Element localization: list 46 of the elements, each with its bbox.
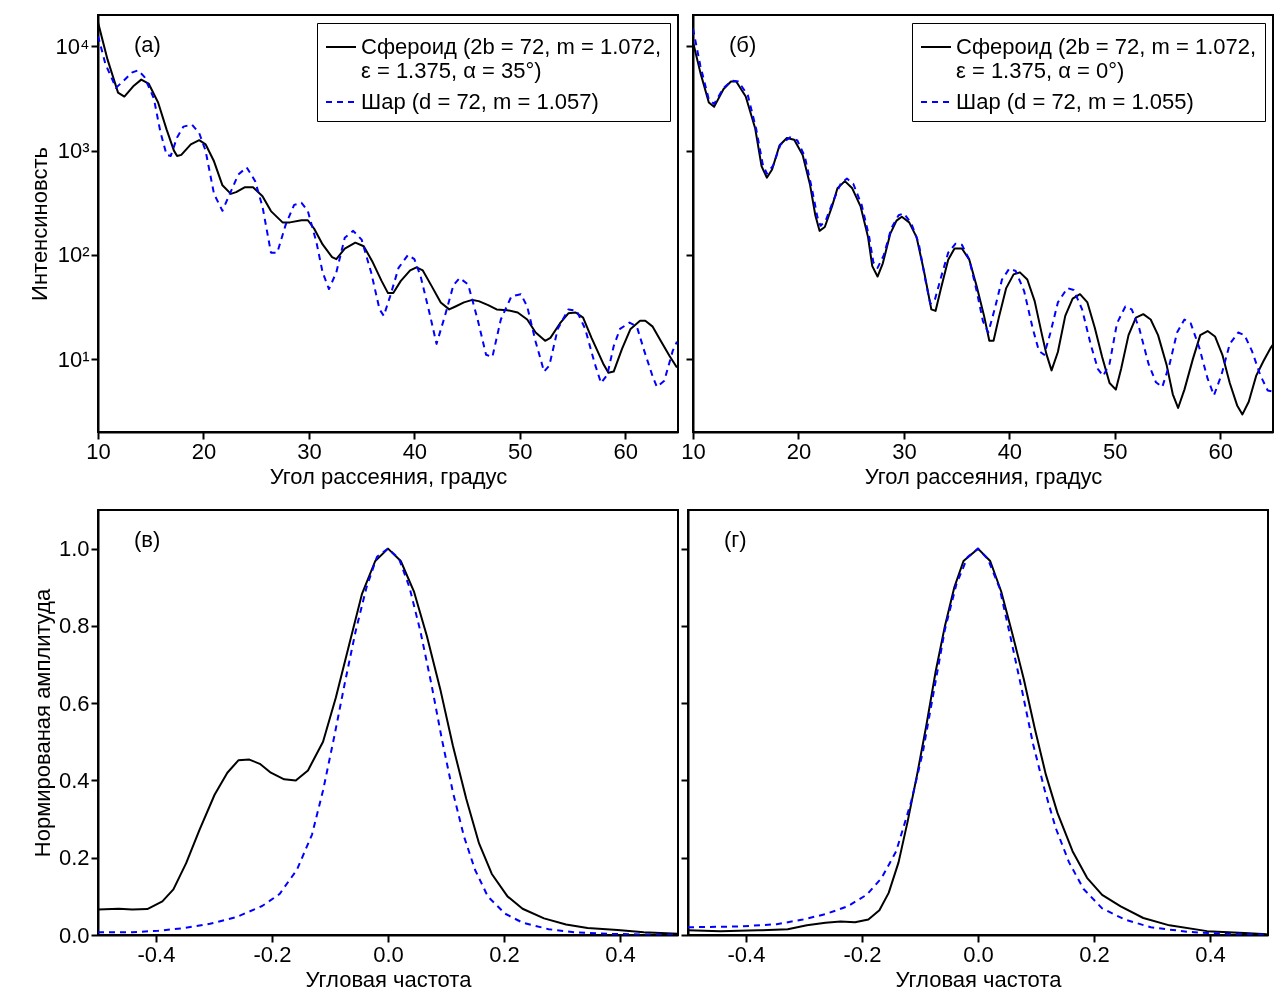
- x-tick-label: 50: [508, 438, 533, 464]
- legend-label: Сфероид (2b = 72, m = 1.072, ε = 1.375, α = 35°): [361, 34, 662, 83]
- x-tick-label: 0.4: [605, 941, 636, 967]
- x-tick-label: 0.2: [489, 941, 520, 967]
- y-tick-label: 0.2: [58, 845, 90, 871]
- annotation: (в): [134, 527, 161, 552]
- y-tick-label: 0.4: [58, 767, 90, 793]
- annotation: (а): [134, 32, 161, 57]
- x-tick-label: 10: [86, 438, 111, 464]
- legend-label: Шар (d = 72, m = 1.055): [956, 89, 1194, 114]
- x-tick-label: 0.0: [373, 941, 404, 967]
- x-tick-label: 60: [1208, 438, 1234, 464]
- x-tick-label: 50: [1103, 438, 1128, 464]
- x-tick-label: -0.2: [843, 941, 882, 967]
- y-tick-label: 10¹: [57, 346, 90, 372]
- x-tick-label: 30: [892, 438, 917, 464]
- x-axis-title: Угловая частота: [305, 966, 473, 992]
- legend-label: Сфероид (2b = 72, m = 1.072, ε = 1.375, α = 0°): [956, 34, 1257, 83]
- x-axis-title: Угол рассеяния, градус: [864, 463, 1103, 489]
- annotation: (б): [729, 32, 757, 57]
- y-axis-title: Интенсиновсть: [26, 147, 52, 301]
- y-tick-label: 0.0: [58, 922, 90, 948]
- y-tick-label: 1.0: [58, 536, 90, 562]
- legend-label: Шар (d = 72, m = 1.057): [361, 89, 599, 114]
- x-tick-label: 20: [191, 438, 217, 464]
- x-tick-label: 60: [613, 438, 639, 464]
- annotation: (г): [724, 527, 747, 552]
- y-tick-label: 10²: [57, 242, 90, 268]
- x-tick-label: 40: [402, 438, 428, 464]
- x-tick-label: -0.2: [253, 941, 292, 967]
- x-axis-title: Угол рассеяния, градус: [269, 463, 508, 489]
- x-tick-label: 20: [786, 438, 812, 464]
- x-tick-label: 10: [681, 438, 706, 464]
- x-tick-label: 40: [997, 438, 1023, 464]
- x-tick-label: -0.4: [727, 941, 766, 967]
- x-axis-title: Угловая частота: [895, 966, 1063, 992]
- y-tick-label: 0.6: [58, 690, 90, 716]
- y-tick-label: 10⁴: [55, 33, 90, 59]
- x-tick-label: 0.0: [963, 941, 994, 967]
- y-axis-title: Нормированая амплитуда: [29, 588, 55, 858]
- y-tick-label: 10³: [57, 138, 90, 164]
- x-tick-label: -0.4: [137, 941, 176, 967]
- x-tick-label: 0.4: [1195, 941, 1226, 967]
- x-tick-label: 0.2: [1079, 941, 1110, 967]
- y-tick-label: 0.8: [58, 613, 90, 639]
- x-tick-label: 30: [297, 438, 322, 464]
